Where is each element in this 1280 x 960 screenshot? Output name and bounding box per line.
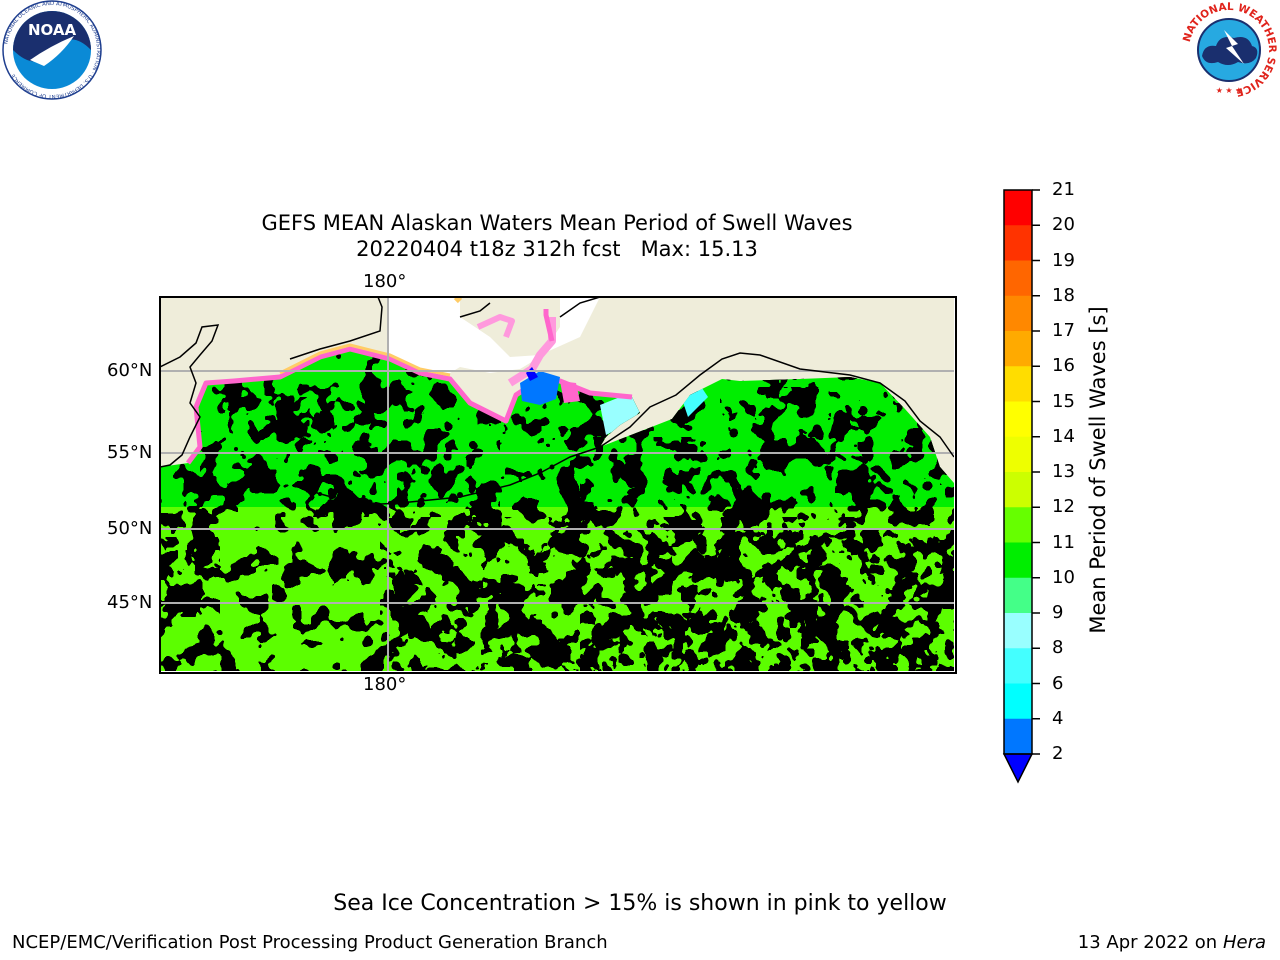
- colorbar-tick-label: 10: [1052, 566, 1075, 588]
- lon-label-top: 180°: [363, 271, 407, 292]
- colorbar-bin: [1004, 613, 1032, 649]
- nws-logo: NATIONAL WEATHER SERVICE ★ ★ ★: [1181, 1, 1278, 99]
- colorbar-bin: [1004, 472, 1032, 508]
- colorbar-bin: [1004, 331, 1032, 367]
- colorbar-tick-label: 6: [1052, 672, 1064, 694]
- footer-credit: NCEP/EMC/Verification Post Processing Pr…: [12, 932, 608, 953]
- colorbar-title: Mean Period of Swell Waves [s]: [1086, 306, 1110, 634]
- svg-text:★ ★ ★: ★ ★ ★: [1216, 86, 1243, 95]
- colorbar-tick-label: 13: [1052, 461, 1075, 482]
- colorbar-tick-label: 12: [1052, 496, 1075, 518]
- colorbar-bin: [1004, 295, 1032, 332]
- lat-label-50n: 50°N: [107, 518, 153, 539]
- colorbar-tick-label: 9: [1052, 602, 1064, 623]
- colorbar-bin: [1004, 436, 1032, 473]
- ice-deep-blue: [520, 367, 580, 405]
- colorbar-tick-label: 4: [1052, 707, 1064, 729]
- footer-host: Hera: [1222, 932, 1266, 953]
- colorbar-bin: [1004, 190, 1032, 226]
- colorbar-tick-label: 11: [1052, 531, 1075, 553]
- colorbar-tick-label: 20: [1052, 214, 1075, 236]
- colorbar-bin: [1004, 542, 1032, 579]
- colorbar-bin: [1004, 507, 1032, 543]
- colorbar-bin: [1004, 718, 1032, 755]
- map-panel: [160, 297, 954, 671]
- colorbar-bin: [1004, 260, 1032, 297]
- coastlines: [160, 297, 954, 506]
- colorbar-bin: [1004, 683, 1032, 720]
- colorbar-bin: [1004, 366, 1032, 402]
- colorbar-tick-label: 15: [1052, 390, 1075, 412]
- lat-label-60n: 60°N: [107, 360, 153, 381]
- colorbar-tick-label: 14: [1052, 425, 1075, 447]
- colorbar-bin: [1004, 401, 1032, 438]
- chart-title: GEFS MEAN Alaskan Waters Mean Period of …: [261, 211, 853, 235]
- colorbar-tick-label: 17: [1052, 320, 1075, 341]
- colorbar-tick-label: 19: [1052, 249, 1075, 271]
- map-svg: [160, 297, 954, 671]
- colorbar-bin: [1004, 225, 1032, 261]
- noaa-logo: NATIONAL OCEANIC AND ATMOSPHERIC ADMINIS…: [2, 0, 102, 100]
- ocean-field: [160, 349, 954, 671]
- colorbar-bin: [1004, 577, 1032, 614]
- ice-region: [388, 297, 600, 379]
- colorbar-tick-label: 21: [1052, 179, 1075, 200]
- footer-date-text: 13 Apr 2022 on: [1077, 932, 1223, 953]
- noaa-text: NOAA: [28, 21, 77, 39]
- aleutian-islands: [234, 447, 555, 505]
- lon-label-bottom: 180°: [363, 674, 407, 695]
- colorbar-tick-label: 2: [1052, 743, 1064, 764]
- colorbar-tick-label: 16: [1052, 355, 1075, 377]
- colorbar-tick-label: 18: [1052, 284, 1075, 306]
- lat-label-55n: 55°N: [107, 442, 153, 463]
- footer-date: 13 Apr 2022 on Hera: [1078, 931, 1266, 955]
- lat-label-45n: 45°N: [107, 592, 153, 613]
- colorbar-under-triangle: [1002, 753, 1034, 784]
- chart-subtitle: 20220404 t18z 312h fcst Max: 15.13: [356, 237, 758, 261]
- colorbar: [1002, 189, 1040, 784]
- colorbar-tick-label: 8: [1052, 637, 1064, 659]
- sea-ice-note: Sea Ice Concentration > 15% is shown in …: [333, 891, 947, 916]
- colorbar-bin: [1004, 648, 1032, 684]
